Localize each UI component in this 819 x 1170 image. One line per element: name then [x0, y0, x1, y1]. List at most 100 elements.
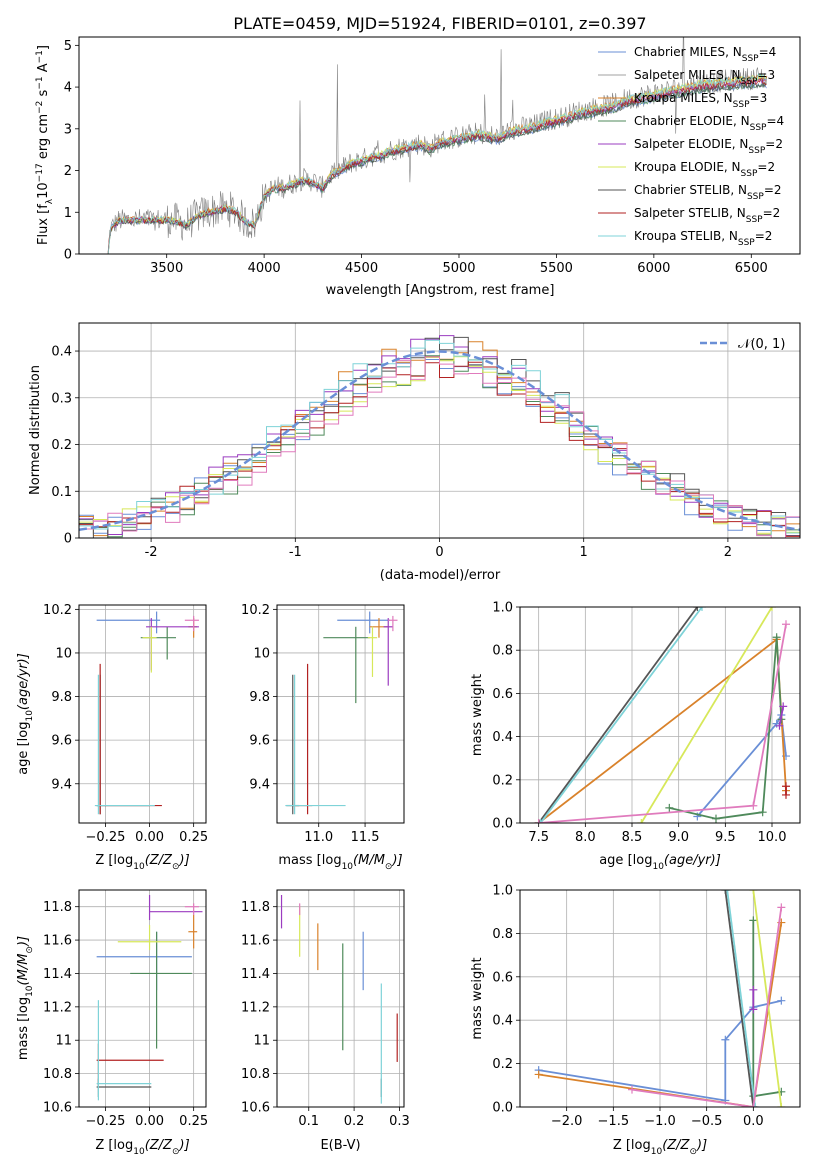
plus-marker	[534, 819, 543, 823]
y-tick-label: 1.0	[492, 601, 513, 616]
y-tick-label: 0.2	[51, 438, 72, 453]
x-axis-label: Z [log10(Z/Z⊙)]	[613, 1138, 707, 1157]
errorbar-point	[285, 674, 346, 815]
x-axis-label: age [log10(age/yr)]	[599, 853, 721, 872]
errorbar-point	[117, 925, 182, 951]
errorbar-point	[148, 895, 203, 921]
y-tick-label: 10.8	[241, 1067, 270, 1082]
residuals-legend: 𝒩(0, 1)	[700, 337, 785, 352]
x-axis-label: Z [log10(Z/Z⊙)]	[95, 853, 189, 872]
errorbar-point	[96, 674, 150, 815]
plus-marker	[777, 903, 786, 912]
y-tick-label: 2	[64, 164, 72, 179]
errorbars	[94, 611, 199, 815]
age-vs-mass-chart: 11.0 11.5 9.4 9.6 9.8 10 10.2 mass [log10(M/M⊙)…	[241, 603, 405, 872]
x-tick-label: -1	[289, 545, 302, 560]
plus-marker	[698, 607, 706, 611]
legend-entry: Kroupa MILES, NSSP=3	[634, 91, 767, 110]
y-tick-label: 1	[64, 206, 72, 221]
errorbar-point	[94, 674, 155, 815]
y-tick-label: 10.8	[43, 1067, 72, 1082]
age-vs-metallicity-chart: −0.25 0.00 0.25 9.4 9.6 9.8 10 10.2 Z [log10(Z/Z…	[16, 603, 208, 872]
x-tick-label: 5500	[540, 261, 573, 276]
plus-marker	[768, 607, 776, 611]
errorbar-point	[96, 663, 162, 815]
y-tick-label: 9.6	[51, 734, 72, 749]
plus-marker	[749, 1103, 758, 1107]
plus-marker	[628, 1085, 636, 1094]
mass-weight-line	[778, 706, 785, 726]
legend-entry: 𝒩(0, 1)	[738, 337, 785, 352]
y-axis-label: mass weight	[470, 674, 485, 756]
x-tick-label: 1	[580, 545, 588, 560]
x-tick-label: 0.2	[344, 1114, 365, 1129]
y-axis-label: age [log10(age/yr)]	[16, 653, 35, 775]
x-tick-label: −0.5	[691, 1114, 723, 1129]
plus-marker	[782, 620, 790, 629]
y-tick-label: 10	[253, 646, 270, 661]
y-tick-label: 10.6	[43, 1101, 72, 1116]
y-tick-label: 0.8	[492, 644, 513, 659]
x-tick-label: 11.5	[351, 830, 380, 845]
y-tick-label: 11	[253, 1034, 270, 1049]
massweight-vs-age-ticks: 7.5 8.0 8.5 9.0 9.5 10.0 0.0 0.2 0.4 0.6 0.8 1.0	[492, 601, 786, 846]
legend-entry: Chabrier MILES, NSSP=4	[634, 45, 776, 64]
plus-marker	[712, 814, 720, 823]
axes-frame	[78, 889, 207, 1108]
y-tick-label: 10	[55, 646, 72, 661]
model-spectrum-line	[107, 72, 767, 254]
errorbar-point	[96, 611, 161, 634]
x-tick-label: -2	[145, 545, 158, 560]
residuals-grid	[79, 323, 800, 539]
y-tick-label: 0.8	[492, 927, 513, 942]
gaussian-curve	[79, 350, 800, 532]
y-tick-label: 0.4	[492, 1014, 513, 1029]
axes-frame	[519, 889, 801, 1108]
mass-weight-line	[724, 890, 755, 1107]
mass-weight-lines	[534, 607, 790, 823]
y-tick-label: 0.2	[492, 773, 513, 788]
errorbar-point	[323, 626, 370, 704]
plus-marker	[749, 985, 758, 994]
residuals-ticks: -2 -1 0 1 2 0 0.1 0.2 0.3 0.4	[51, 345, 732, 560]
x-axis-label: E(B-V)	[320, 1138, 360, 1153]
axes-frame	[519, 606, 801, 824]
x-axis-label: wavelength [Angstrom, rest frame]	[326, 283, 555, 298]
y-tick-label: 0	[64, 248, 72, 263]
massweight-vs-metallicity-chart: −2.0 −1.5 −1.0 −0.5 0.0 0.0 0.2 0.4 0.6 0.8 1.0 Z […	[470, 884, 801, 1157]
axes-frame	[78, 322, 801, 539]
y-tick-label: 11.2	[43, 1000, 72, 1015]
y-tick-label: 11.2	[241, 1000, 270, 1015]
x-tick-label: −2.0	[551, 1114, 583, 1129]
y-tick-label: 3	[64, 122, 72, 137]
y-axis-label: mass [log10(M/M⊙)]	[16, 936, 35, 1060]
x-tick-label: 0.25	[179, 1114, 208, 1129]
x-tick-label: 0	[435, 545, 443, 560]
x-tick-label: 6000	[637, 261, 670, 276]
x-tick-label: 3500	[150, 261, 183, 276]
axes-frame	[78, 36, 801, 255]
mass-weight-line	[538, 922, 783, 1107]
y-tick-label: 0.1	[51, 485, 72, 500]
legend-entry: Salpeter STELIB, NSSP=2	[634, 206, 780, 225]
x-tick-label: 0.00	[135, 830, 164, 845]
errorbar-point	[96, 1078, 152, 1097]
age-vs-Z-ticks: −0.25 0.00 0.25 9.4 9.6 9.8 10 10.2	[43, 603, 208, 845]
model-spectrum-line	[107, 82, 767, 252]
y-tick-label: 0.4	[492, 730, 513, 745]
chart-title: PLATE=0459, MJD=51924, FIBERID=0101, z=0…	[233, 14, 646, 33]
errorbar-point	[367, 626, 378, 677]
plus-marker	[637, 819, 646, 823]
residuals-chart: -2 -1 0 1 2 0 0.1 0.2 0.3 0.4 𝒩(0, 1) (data-model)/…	[28, 322, 801, 583]
histogram-step-line	[79, 356, 800, 538]
y-tick-label: 9.4	[249, 777, 270, 792]
mass-weight-line	[640, 607, 773, 823]
plus-marker	[721, 1035, 730, 1044]
plus-marker	[693, 607, 702, 611]
y-tick-label: 0.6	[492, 970, 513, 985]
x-tick-label: −0.25	[86, 830, 126, 845]
x-tick-label: 9.5	[715, 830, 736, 845]
errorbar-point	[383, 618, 393, 686]
plus-marker	[536, 819, 545, 823]
x-tick-label: 0.00	[135, 1114, 164, 1129]
